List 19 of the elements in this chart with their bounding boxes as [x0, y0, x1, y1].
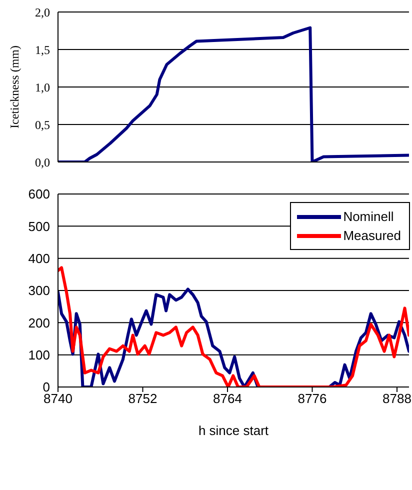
y-tick-label: 1,0 — [35, 80, 50, 94]
y-tick-label: 200 — [28, 315, 50, 330]
y-axis-title: Icetickness (mm) — [7, 46, 22, 128]
legend-label: Measured — [343, 228, 401, 243]
x-axis-title: h since start — [198, 423, 269, 438]
y-tick-label: 300 — [28, 283, 50, 298]
y-tick-label: 2,0 — [35, 5, 50, 20]
y-tick-label: 400 — [28, 250, 50, 266]
y-tick-label: 500 — [28, 218, 50, 234]
y-tick-label: 0,5 — [35, 118, 50, 132]
y-tick-label: 1,5 — [35, 42, 50, 57]
x-tick-label: 8752 — [128, 391, 158, 406]
x-tick-label: 8776 — [298, 391, 327, 406]
x-tick-label: 8764 — [213, 391, 242, 406]
y-tick-label: 600 — [28, 186, 50, 202]
y-tick-label: 100 — [28, 347, 50, 362]
y-tick-label: 0,0 — [35, 155, 50, 170]
legend-label: Nominell — [343, 209, 394, 224]
x-tick-label: 8788 — [382, 391, 412, 406]
